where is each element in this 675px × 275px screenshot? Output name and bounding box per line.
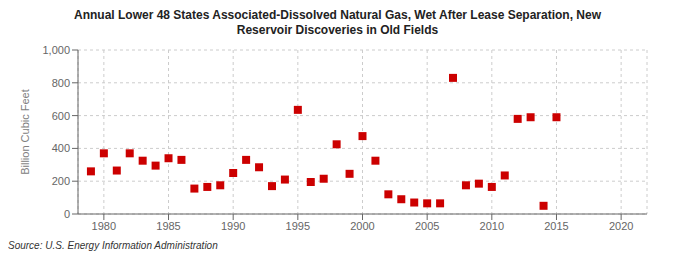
svg-text:2010: 2010 <box>480 220 504 232</box>
svg-text:0: 0 <box>64 208 70 220</box>
svg-text:1995: 1995 <box>286 220 310 232</box>
svg-text:600: 600 <box>52 110 70 122</box>
svg-text:Billion Cubic Feet: Billion Cubic Feet <box>19 89 31 175</box>
svg-text:400: 400 <box>52 142 70 154</box>
svg-text:1980: 1980 <box>92 220 116 232</box>
svg-text:200: 200 <box>52 175 70 187</box>
html-text:Reservoir Discoveries in Old F: Reservoir Discoveries in Old Fields <box>236 23 439 37</box>
svg-text:1985: 1985 <box>156 220 180 232</box>
svg-text:800: 800 <box>52 77 70 89</box>
svg-text:1,000: 1,000 <box>42 44 70 56</box>
svg-text:2005: 2005 <box>415 220 439 232</box>
html-text:Source: U.S. Energy Informatio: Source: U.S. Energy Information Administ… <box>8 240 218 251</box>
svg-text:2015: 2015 <box>544 220 568 232</box>
svg-text:2000: 2000 <box>350 220 374 232</box>
html-text:Annual Lower 48 States Associa: Annual Lower 48 States Associated-Dissol… <box>74 8 601 22</box>
svg-text:2020: 2020 <box>609 220 633 232</box>
svg-text:1990: 1990 <box>221 220 245 232</box>
